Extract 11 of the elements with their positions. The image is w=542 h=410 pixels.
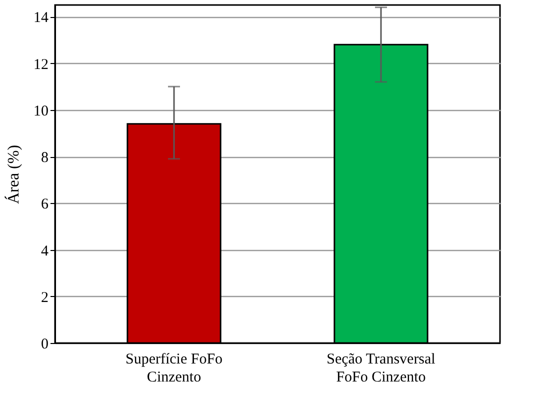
- x-tick-label: Seção Transversal FoFo Cinzento: [326, 352, 436, 386]
- y-tick-label: 4: [41, 243, 49, 260]
- y-tick-label: 8: [41, 150, 48, 166]
- y-tick-label: 10: [34, 103, 48, 120]
- y-tick-label: 6: [41, 196, 49, 213]
- y-axis-title: Área (%): [4, 144, 22, 204]
- y-tick-label: 2: [41, 290, 48, 306]
- y-tick-label: 0: [41, 336, 48, 352]
- x-tick-label: Superfície FoFo Cinzento: [125, 352, 223, 386]
- y-tick-label: 14: [34, 10, 49, 26]
- y-tick-label: 12: [34, 56, 48, 73]
